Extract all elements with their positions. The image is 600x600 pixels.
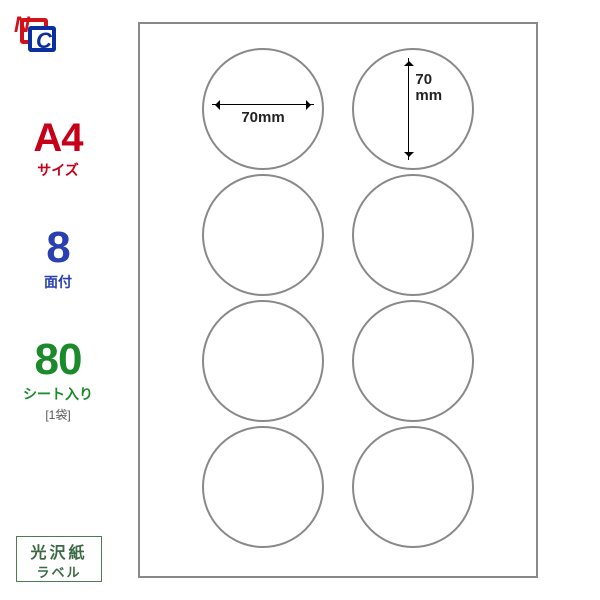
spec-sheets-value: 80 bbox=[10, 338, 106, 382]
spec-size-label: サイズ bbox=[10, 160, 106, 180]
label-circle bbox=[202, 174, 324, 296]
spec-faces-value: 8 bbox=[10, 226, 106, 270]
paper-type-badge: 光沢紙 ラベル bbox=[16, 536, 102, 582]
spec-size-value: A4 bbox=[10, 118, 106, 158]
label-grid: 70mm 70mm bbox=[202, 48, 474, 548]
logo-letter-n: N bbox=[14, 12, 30, 38]
dimension-horizontal bbox=[212, 104, 314, 105]
label-circle bbox=[352, 300, 474, 422]
label-sheet: 70mm 70mm bbox=[138, 22, 538, 578]
badge-line1: 光沢紙 bbox=[17, 539, 101, 563]
spec-faces-label: 面付 bbox=[10, 272, 106, 292]
dimension-vertical bbox=[408, 58, 409, 160]
product-spec-diagram: N C A4 サイズ 8 面付 80 シート入り [1袋] 光沢紙 ラベル 70… bbox=[0, 0, 600, 600]
spec-size: A4 サイズ bbox=[10, 118, 106, 180]
dimension-horizontal-label: 70mm bbox=[204, 109, 322, 126]
badge-line2: ラベル bbox=[17, 562, 101, 581]
spec-sheets-label: シート入り bbox=[10, 384, 106, 404]
spec-sheets: 80 シート入り [1袋] bbox=[10, 338, 106, 423]
label-circle bbox=[352, 174, 474, 296]
spec-faces: 8 面付 bbox=[10, 226, 106, 292]
label-circle bbox=[352, 426, 474, 548]
label-circle: 70mm bbox=[352, 48, 474, 170]
spec-sheets-note: [1袋] bbox=[10, 406, 106, 423]
spec-column: A4 サイズ 8 面付 80 シート入り [1袋] bbox=[10, 118, 106, 469]
label-circle: 70mm bbox=[202, 48, 324, 170]
logo-letter-c: C bbox=[36, 28, 52, 54]
label-circle bbox=[202, 300, 324, 422]
dimension-vertical-label: 70mm bbox=[415, 72, 442, 104]
brand-logo: N C bbox=[14, 14, 62, 58]
label-circle bbox=[202, 426, 324, 548]
